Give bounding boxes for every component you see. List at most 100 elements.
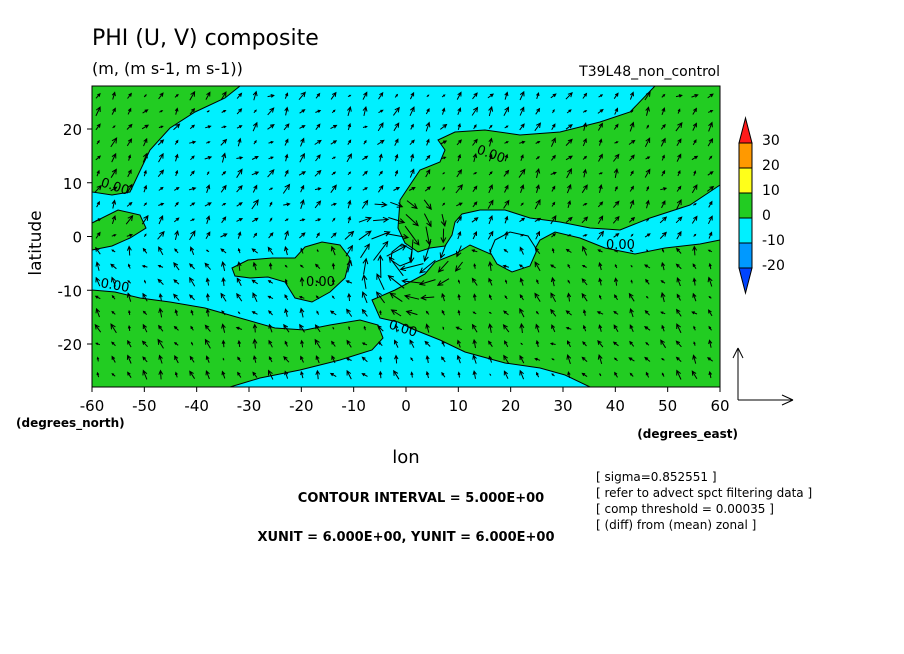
wind-vector [237, 231, 242, 239]
wind-vector [409, 106, 415, 117]
wind-vector [331, 278, 336, 285]
wind-vector [708, 200, 713, 208]
wind-vector [329, 372, 337, 378]
wind-vector [127, 263, 131, 269]
wind-vector [126, 233, 134, 237]
wind-vector [174, 93, 179, 98]
wind-vector [629, 249, 634, 253]
wind-vector [661, 107, 666, 115]
wind-vector [457, 153, 462, 162]
wind-vector [706, 185, 715, 192]
wind-vector [645, 278, 650, 285]
wind-vector [661, 358, 665, 361]
wind-vector [535, 107, 541, 115]
wind-vector [237, 356, 242, 362]
wind-vector [374, 201, 388, 208]
wind-vector [691, 215, 698, 224]
wind-vector [283, 202, 291, 207]
wind-vector [581, 356, 588, 362]
wind-vector [363, 325, 366, 331]
wind-vector [614, 371, 618, 378]
wind-vector [95, 123, 101, 131]
colorbar-label: 0 [762, 208, 771, 224]
wind-vector [425, 154, 431, 161]
wind-vector [298, 295, 305, 299]
wind-vector [251, 248, 259, 254]
wind-vector [598, 138, 603, 146]
wind-vector [174, 107, 179, 115]
wind-vector [441, 309, 445, 316]
wind-vector [268, 310, 273, 316]
wind-vector [472, 92, 478, 100]
wind-vector [629, 372, 634, 377]
wind-vector [158, 186, 164, 191]
wind-vector [661, 372, 665, 377]
wind-vector [346, 308, 353, 317]
wind-vector [503, 370, 509, 379]
wind-vector [94, 323, 102, 333]
wind-vector [598, 153, 603, 162]
wind-vector [394, 354, 399, 364]
wind-vector [503, 354, 510, 364]
wind-vector [388, 217, 406, 224]
wind-vector [373, 240, 389, 261]
wind-vector [535, 168, 541, 179]
wind-vector [455, 326, 463, 331]
wind-vector [330, 202, 337, 206]
wind-vector [284, 294, 289, 301]
wind-vector [284, 106, 289, 116]
wind-vector [267, 169, 275, 178]
wind-vector [550, 292, 557, 303]
wind-vector [283, 123, 290, 131]
wind-vector [269, 217, 273, 222]
y-unit-label: (degrees_north) [16, 416, 125, 431]
wind-vector [630, 279, 633, 284]
wind-vector [141, 264, 148, 268]
wind-vector [441, 94, 446, 98]
wind-vector [284, 218, 289, 222]
wind-vector [268, 156, 274, 160]
wind-vector [94, 295, 101, 300]
contour-interval-text: CONTOUR INTERVAL = 5.000E+00 [298, 491, 544, 506]
wind-vector [613, 123, 619, 130]
wind-vector [471, 277, 478, 286]
wind-vector [551, 233, 557, 238]
wind-vector [158, 92, 164, 100]
wind-vector [597, 108, 604, 114]
wind-vector [457, 230, 462, 240]
wind-vector [253, 139, 257, 145]
wind-vector [707, 93, 714, 99]
wind-vector [660, 137, 666, 147]
wind-vector [519, 322, 525, 334]
wind-vector [393, 122, 400, 132]
wind-vector [708, 370, 712, 379]
wind-vector [126, 354, 132, 364]
wind-vector [347, 199, 352, 209]
wind-vector [707, 276, 713, 287]
wind-vector [519, 369, 525, 380]
wind-vector [173, 279, 180, 285]
wind-vector [173, 123, 181, 131]
wind-vector [550, 137, 556, 147]
wind-vector [488, 215, 493, 225]
wind-vector [409, 168, 415, 178]
wind-vector [95, 218, 102, 222]
wind-vector [237, 339, 242, 348]
wind-vector [235, 326, 243, 330]
wind-vector [646, 185, 649, 192]
wind-vector [457, 309, 461, 316]
wind-vector [504, 141, 509, 144]
wind-vector [384, 232, 410, 240]
wind-vector [347, 186, 352, 192]
wind-vector [692, 107, 697, 115]
y-tick-label: -10 [58, 282, 83, 300]
wind-vector [660, 291, 666, 303]
wind-vector [535, 339, 540, 348]
wind-vector [315, 109, 322, 113]
wind-vector [189, 90, 196, 101]
wind-vector [613, 153, 620, 162]
wind-vector [143, 169, 147, 177]
wind-vector [377, 254, 384, 278]
x-axis-label: lon [392, 447, 419, 468]
wind-vector [111, 199, 117, 209]
